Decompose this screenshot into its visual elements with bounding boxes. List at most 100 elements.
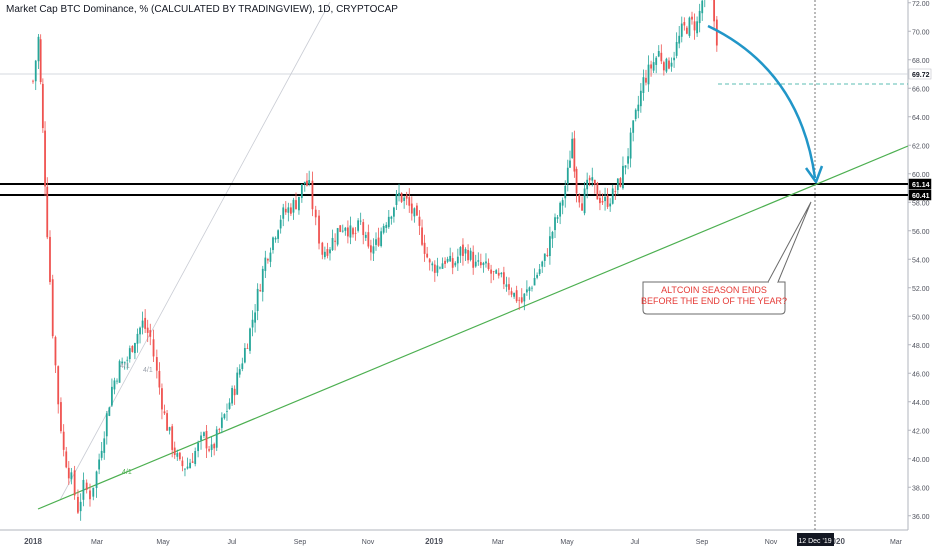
candle-body <box>136 333 139 344</box>
y-axis-panel <box>908 0 932 550</box>
candle-body <box>233 388 236 396</box>
candle-body <box>197 442 200 452</box>
candle-body <box>431 263 434 266</box>
candle-body <box>482 262 485 266</box>
candle-body <box>171 426 174 450</box>
candle-body <box>181 460 184 467</box>
candle-body <box>454 262 457 266</box>
x-tick-label: Nov <box>765 539 778 546</box>
candle-body <box>444 260 446 264</box>
y-tick-label: 72.00 <box>912 1 930 8</box>
candle-body <box>256 288 259 312</box>
candle-body <box>44 130 46 187</box>
candle-body <box>194 450 197 465</box>
candle-body <box>369 245 372 253</box>
candle-body <box>37 36 40 62</box>
candle-body <box>116 380 118 382</box>
candle-body <box>413 208 416 217</box>
x-tick-label: 2018 <box>24 537 42 546</box>
candle-body <box>426 253 429 258</box>
candle-body <box>144 317 147 329</box>
candle-body <box>683 22 686 26</box>
candle-body <box>637 104 640 112</box>
candle-body <box>191 461 194 463</box>
candle-body <box>578 194 581 203</box>
callout-pointer <box>767 201 812 283</box>
candle-body <box>382 226 385 233</box>
candle-body <box>111 386 113 406</box>
y-tick-label: 70.00 <box>912 29 930 36</box>
candle-body <box>678 35 681 44</box>
candle-body <box>100 450 103 458</box>
candle-body <box>546 254 549 256</box>
candle-body <box>158 370 161 388</box>
candle-body <box>569 160 571 168</box>
candle-body <box>485 261 487 264</box>
x-tick-label: Sep <box>696 539 709 546</box>
candle-body <box>400 192 403 202</box>
candle-body <box>713 0 715 22</box>
candle-body <box>536 274 539 278</box>
fib-label: 4/1 <box>120 363 130 370</box>
candle-body <box>251 319 254 328</box>
candle-body <box>660 52 663 62</box>
candle-body <box>611 188 614 204</box>
candle-body <box>362 222 365 236</box>
candle-body <box>377 237 380 246</box>
candle-body <box>321 242 324 255</box>
candle-body <box>54 337 57 366</box>
y-tick-label: 50.00 <box>912 314 930 321</box>
candle-body <box>380 231 383 247</box>
candle-body <box>228 402 231 409</box>
candle-body <box>67 467 70 479</box>
candle-body <box>184 468 186 470</box>
candle-body <box>596 182 599 200</box>
candle-body <box>226 410 228 412</box>
candle-body <box>688 17 691 36</box>
candle-body <box>341 230 344 232</box>
candle-body <box>606 195 609 207</box>
candle-body <box>336 228 339 245</box>
candle-body <box>599 197 601 204</box>
candle-body <box>73 470 76 496</box>
candle-body <box>561 200 564 206</box>
candle-body <box>652 62 655 71</box>
candle-body <box>418 216 421 226</box>
fib-label: 4/1 <box>122 469 132 476</box>
x-tick-label: May <box>156 539 170 546</box>
candle-body <box>269 252 272 262</box>
y-tick-label: 58.00 <box>912 200 930 207</box>
candle-body <box>593 179 596 185</box>
candle-body <box>85 482 88 490</box>
candle-body <box>495 270 498 274</box>
price-label-box <box>908 178 932 190</box>
candle-body <box>205 430 208 449</box>
chart-title: Market Cap BTC Dominance, % (CALCULATED … <box>6 4 398 15</box>
candle-body <box>673 57 675 61</box>
candle-body <box>680 23 683 37</box>
candle-body <box>349 225 352 238</box>
y-tick-label: 56.00 <box>912 229 930 236</box>
candle-body <box>357 220 360 231</box>
candle-body <box>513 292 515 297</box>
candle-body <box>624 165 627 168</box>
candle-body <box>208 449 210 451</box>
candle-body <box>149 330 152 337</box>
candle-body <box>186 466 189 469</box>
candle-body <box>451 258 454 268</box>
candle-body <box>492 271 495 273</box>
candle-body <box>203 432 205 437</box>
candle-body <box>215 429 218 448</box>
candle-body <box>57 366 60 405</box>
candle-body <box>331 237 334 251</box>
candle-body <box>405 195 408 199</box>
candle-body <box>490 269 492 274</box>
candle-body <box>298 196 300 211</box>
x-tick-label: Mar <box>890 539 903 546</box>
candle-body <box>220 417 223 428</box>
candle-body <box>571 138 574 159</box>
candle-body <box>645 77 647 83</box>
candle-body <box>459 247 462 256</box>
candle-body <box>616 178 619 191</box>
